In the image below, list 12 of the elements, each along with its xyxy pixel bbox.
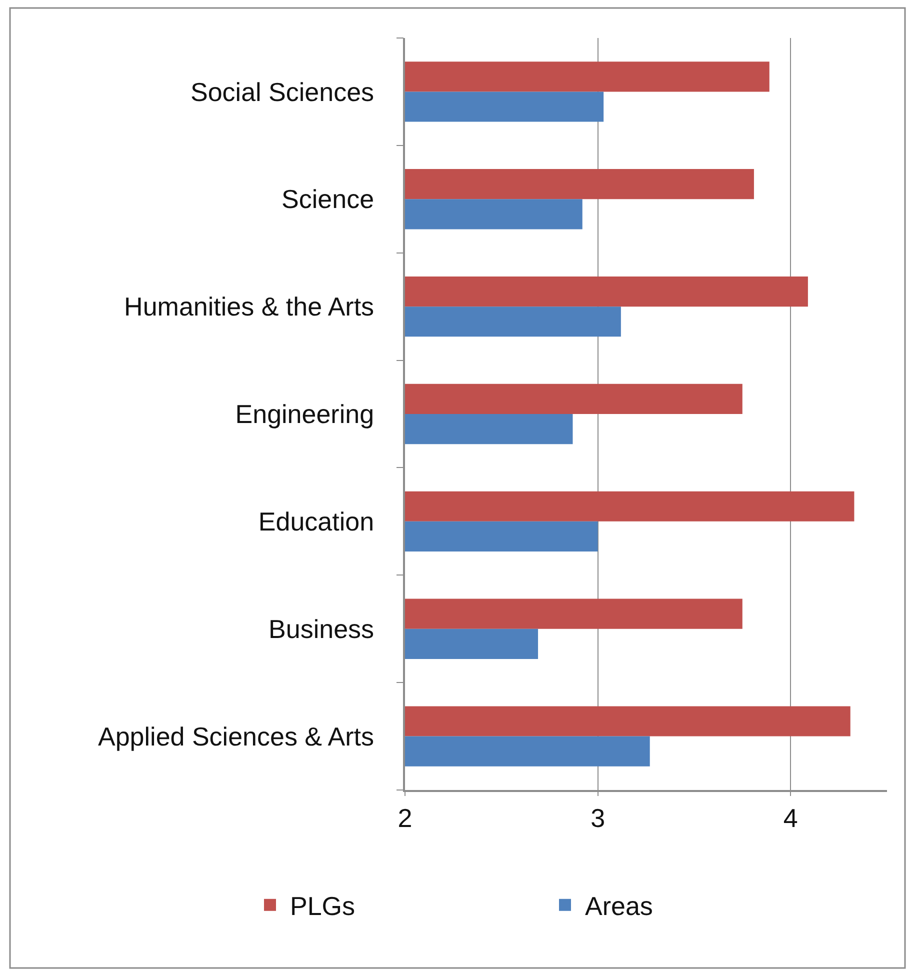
x-tick-label: 4: [783, 802, 798, 833]
y-tick-label: Social Sciences: [190, 76, 374, 107]
y-tick-label: Humanities & the Arts: [124, 292, 374, 322]
y-tick-label: Engineering: [235, 399, 374, 430]
legend-label: Areas: [585, 891, 653, 922]
y-tick-label: Business: [268, 614, 374, 644]
x-tick-label: 3: [590, 802, 606, 833]
y-tick-label: Applied Sciences & Arts: [98, 721, 374, 752]
x-tick-label: 2: [398, 802, 412, 833]
y-tick-label: Science: [282, 184, 374, 214]
y-tick-label: Education: [258, 506, 374, 537]
legend-label: PLGs: [290, 891, 356, 922]
